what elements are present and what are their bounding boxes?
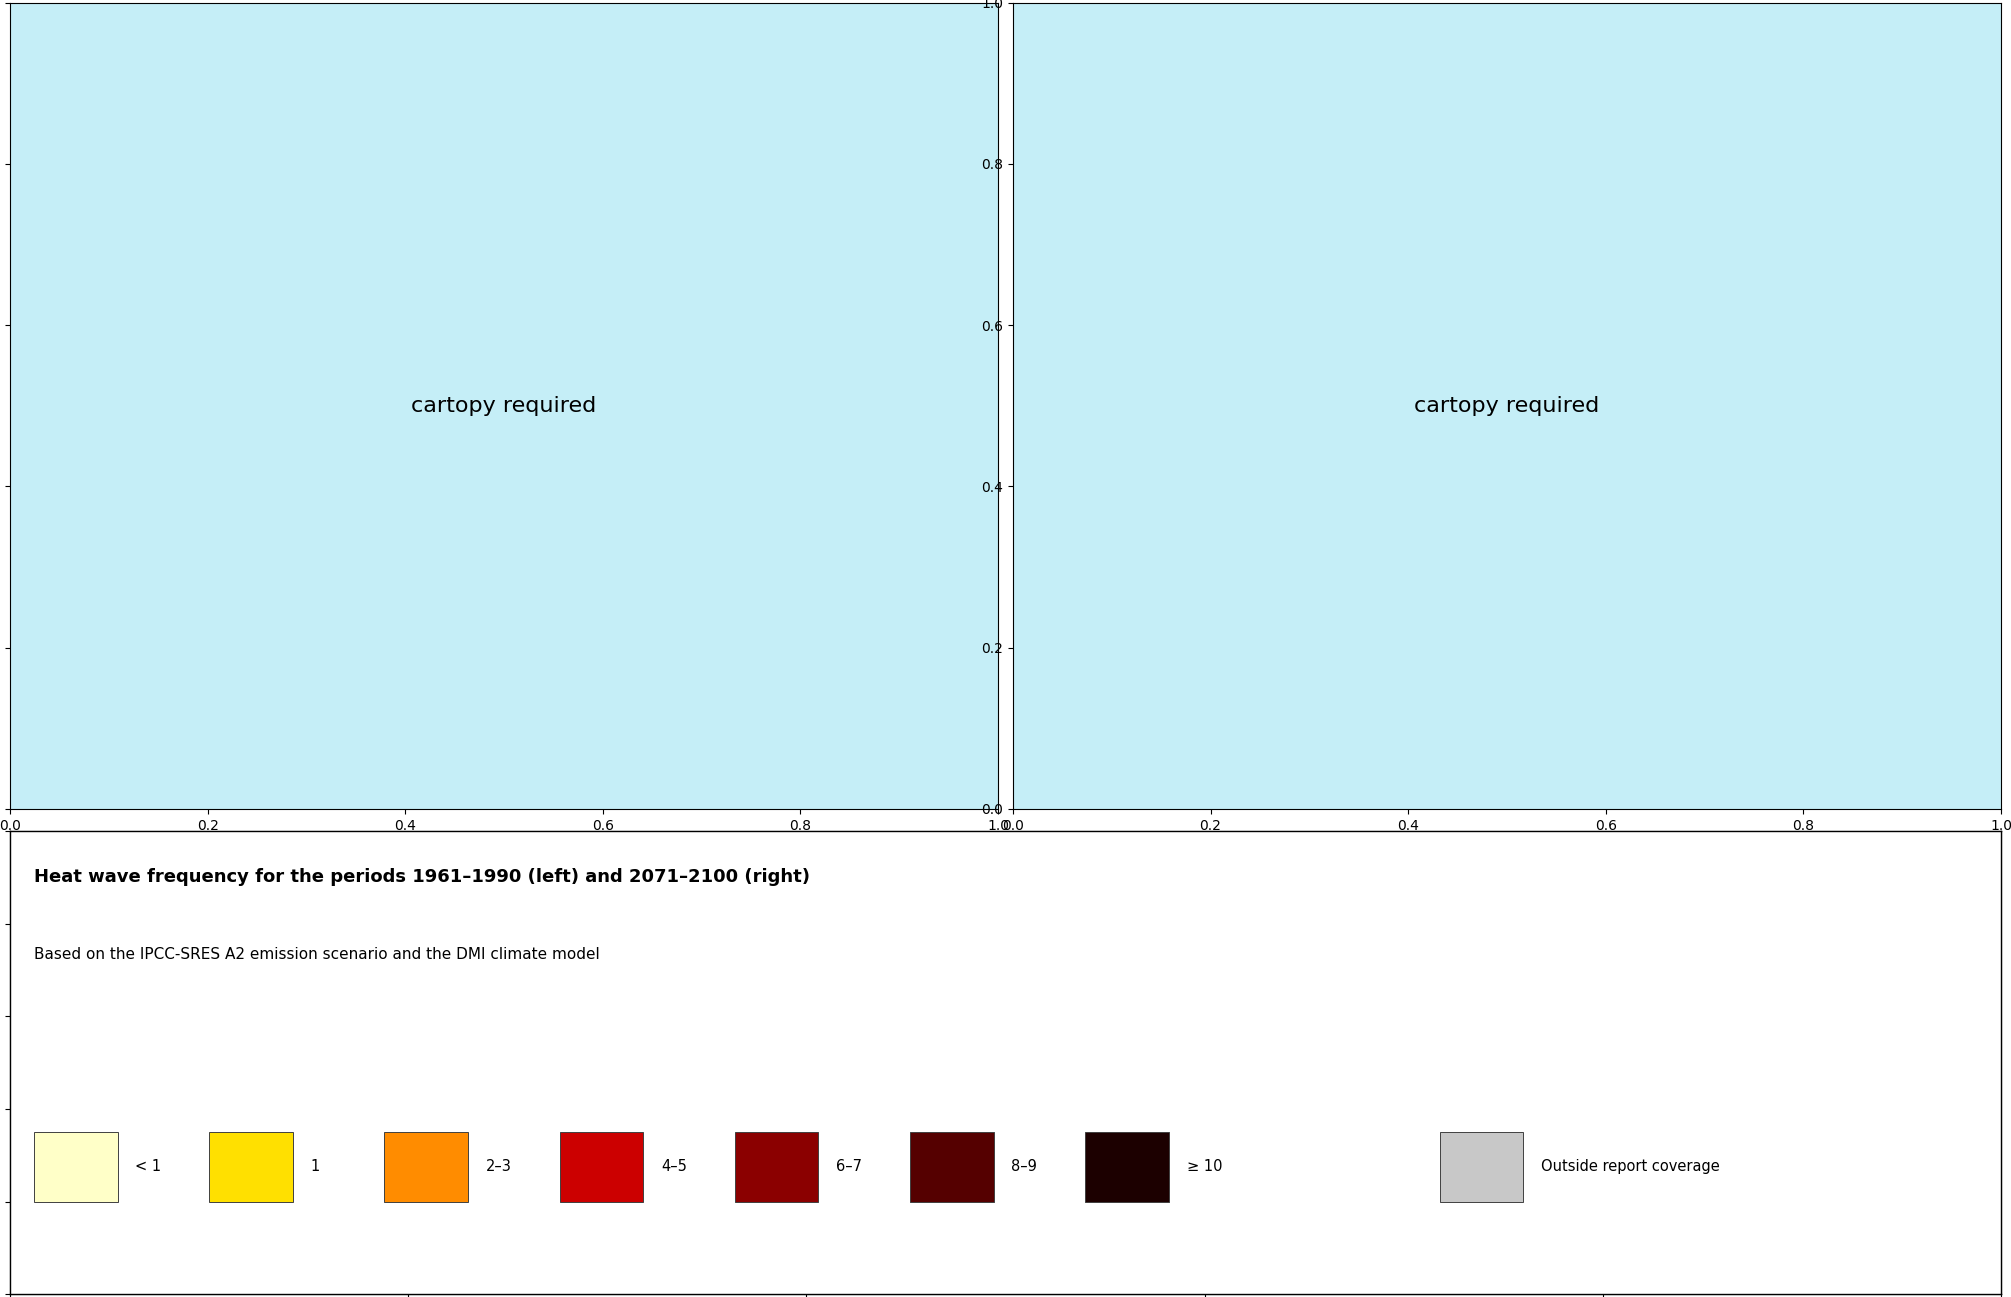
Text: ≥ 10: ≥ 10 xyxy=(1186,1160,1223,1175)
Text: 2–3: 2–3 xyxy=(487,1160,511,1175)
Text: < 1: < 1 xyxy=(135,1160,161,1175)
FancyBboxPatch shape xyxy=(734,1132,818,1202)
Text: 1: 1 xyxy=(310,1160,320,1175)
Text: 4–5: 4–5 xyxy=(662,1160,688,1175)
FancyBboxPatch shape xyxy=(34,1132,117,1202)
FancyBboxPatch shape xyxy=(1440,1132,1522,1202)
FancyBboxPatch shape xyxy=(384,1132,469,1202)
Text: Outside report coverage: Outside report coverage xyxy=(1540,1160,1719,1175)
Text: 6–7: 6–7 xyxy=(837,1160,863,1175)
FancyBboxPatch shape xyxy=(209,1132,294,1202)
Text: Based on the IPCC-SRES A2 emission scenario and the DMI climate model: Based on the IPCC-SRES A2 emission scena… xyxy=(34,947,599,962)
FancyBboxPatch shape xyxy=(559,1132,644,1202)
Text: Heat wave frequency for the periods 1961–1990 (left) and 2071–2100 (right): Heat wave frequency for the periods 1961… xyxy=(34,868,810,886)
FancyBboxPatch shape xyxy=(909,1132,993,1202)
Text: cartopy required: cartopy required xyxy=(412,396,597,416)
FancyBboxPatch shape xyxy=(1086,1132,1168,1202)
Text: 8–9: 8–9 xyxy=(1012,1160,1038,1175)
Text: cartopy required: cartopy required xyxy=(1414,396,1599,416)
